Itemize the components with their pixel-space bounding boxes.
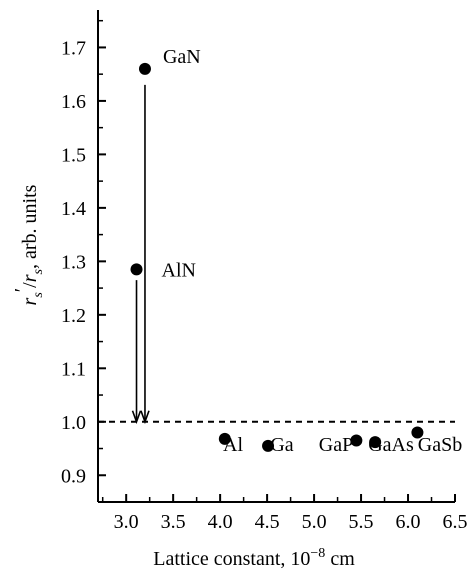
y-axis-label-sub1: s bbox=[31, 292, 46, 298]
y-axis-label: rs′/rs, arb. units bbox=[11, 184, 46, 305]
point-label-aln: AlN bbox=[162, 259, 196, 281]
ticks: 3.0 3.5 4.0 4.5 5.0 5.5 6.0 6.5 0.9 1.0 1.1 1.2 1.3 1… bbox=[61, 19, 468, 533]
point-label-gasb: GaSb bbox=[418, 434, 462, 456]
y-tick-label-5: 1.4 bbox=[61, 198, 86, 220]
y-tick-label-6: 1.5 bbox=[61, 144, 86, 166]
y-axis-label-r1: r bbox=[19, 297, 41, 305]
x-axis-label-unit: cm bbox=[325, 548, 355, 570]
y-tick-label-8: 1.7 bbox=[61, 37, 86, 59]
x-tick-label-7: 6.5 bbox=[443, 511, 468, 533]
x-tick-label-2: 4.0 bbox=[208, 511, 233, 533]
y-axis-label-units: , arb. units bbox=[19, 184, 41, 269]
y-tick-label-0: 0.9 bbox=[61, 465, 86, 487]
x-axis-label: Lattice constant, 10−8 cm bbox=[153, 546, 355, 570]
y-tick-label-7: 1.6 bbox=[61, 91, 86, 113]
point-label-gap: GaP bbox=[319, 434, 353, 456]
point-label-al: Al bbox=[223, 434, 243, 456]
y-axis-label-prime: ′ bbox=[11, 288, 33, 292]
data-point-5 bbox=[369, 436, 382, 449]
point-label-gan: GaN bbox=[163, 46, 201, 68]
y-axis-label-slash: / bbox=[19, 282, 41, 288]
x-axis-label-exponent: −8 bbox=[310, 546, 325, 561]
point-label-ga: Ga bbox=[270, 434, 293, 456]
data-point-1 bbox=[130, 263, 143, 276]
data-point-3 bbox=[262, 439, 275, 452]
x-axis-label-text: Lattice constant, 10 bbox=[153, 548, 310, 570]
data-points bbox=[130, 62, 424, 452]
x-tick-label-4: 5.0 bbox=[302, 511, 327, 533]
data-point-0 bbox=[138, 62, 151, 75]
arrow-head-0 bbox=[140, 410, 150, 425]
arrow-head-1 bbox=[131, 410, 142, 425]
x-tick-label-0: 3.0 bbox=[114, 511, 139, 533]
axes bbox=[97, 10, 455, 503]
point-labels: GaN AlN Al Ga GaP GaAs GaSb bbox=[162, 46, 463, 456]
y-tick-label-4: 1.3 bbox=[61, 251, 86, 273]
data-point-2 bbox=[218, 432, 231, 445]
y-tick-label-1: 1.0 bbox=[61, 412, 86, 434]
x-tick-label-3: 4.5 bbox=[255, 511, 280, 533]
data-point-6 bbox=[411, 426, 424, 439]
y-tick-label-2: 1.1 bbox=[61, 358, 86, 380]
x-tick-label-1: 3.5 bbox=[161, 511, 186, 533]
point-label-gaas: GaAs bbox=[368, 434, 414, 456]
y-axis-label-sub2: s bbox=[31, 268, 46, 274]
x-tick-label-6: 6.0 bbox=[396, 511, 421, 533]
data-point-4 bbox=[350, 434, 363, 447]
x-tick-label-5: 5.5 bbox=[349, 511, 374, 533]
y-tick-label-3: 1.2 bbox=[61, 305, 86, 327]
arrows bbox=[131, 84, 150, 425]
y-axis-label-r2: r bbox=[19, 274, 41, 282]
